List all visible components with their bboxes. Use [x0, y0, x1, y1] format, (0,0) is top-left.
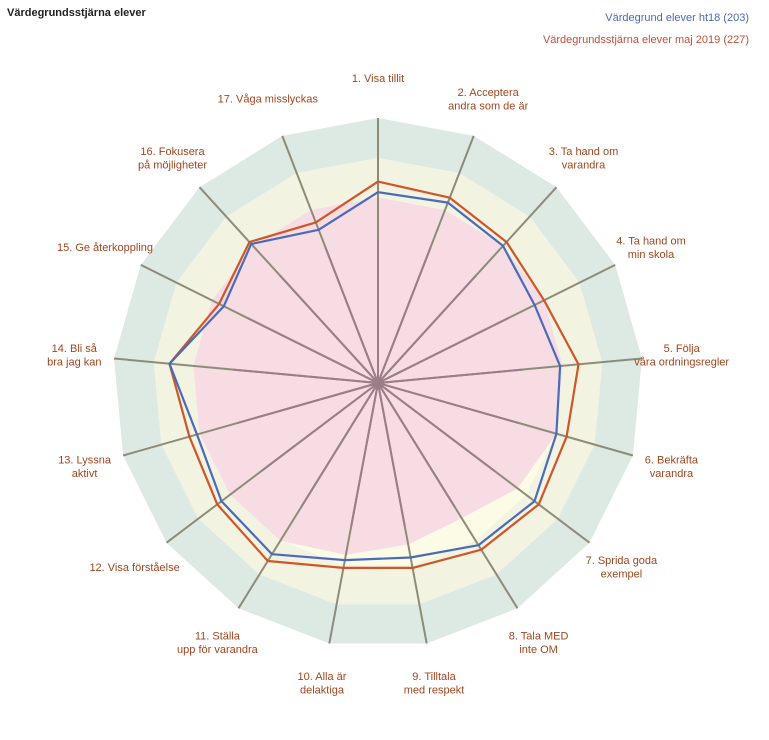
axis-label-line: på möjligheter — [138, 159, 207, 171]
axis-spoke-inner — [350, 382, 379, 527]
series-line-ht18 — [168, 191, 562, 562]
axis-label-line: varandra — [562, 159, 606, 171]
axis-label-line: 10. Alla är — [298, 671, 347, 683]
axis-label-5: 5. Följa våra ordningsregler — [634, 343, 729, 369]
axis-label-line: andra som de är — [448, 100, 528, 112]
axis-spoke-inner — [377, 317, 509, 384]
axis-label-line: 7. Sprida goda — [586, 555, 658, 567]
axis-label-6: 6. Bekräfta varandra — [645, 455, 699, 481]
legend: Värdegrund elever ht18 (203) Värdegrunds… — [543, 7, 749, 51]
axis-spoke-inner — [300, 382, 379, 508]
axis-label-line: med respekt — [404, 685, 465, 697]
axis-label-line: 12. Visa förståelse — [89, 562, 179, 574]
axis-spoke-inner — [377, 274, 477, 384]
axis-label-11: 11. Ställa upp för varandra — [177, 631, 259, 657]
axis-spoke-inner — [247, 317, 379, 384]
chart-title: Värdegrundsstjärna elever — [7, 7, 146, 19]
axis-label-12: 12. Visa förståelse — [89, 562, 179, 574]
axis-spoke-inner — [377, 382, 495, 472]
axis-label-line: min skola — [628, 249, 675, 261]
axis-spoke-inner — [232, 368, 379, 384]
axis-spoke-inner — [377, 382, 406, 527]
axis-label-line: 15. Ge återkoppling — [57, 242, 153, 254]
axis-label-14: 14. Bli så bra jag kan — [47, 343, 101, 369]
axis-spoke-inner — [377, 382, 456, 508]
axis-spoke-inner — [279, 274, 379, 384]
axis-label-line: 11. Ställa — [195, 631, 241, 643]
axis-label-line: 9. Tilltala — [412, 671, 456, 683]
axis-label-line: upp för varandra — [177, 644, 259, 656]
axis-label-1: 1. Visa tillit — [352, 73, 404, 85]
axis-label-line: 4. Ta hand om — [616, 235, 686, 247]
axis-label-3: 3. Ta hand om varandra — [549, 146, 619, 172]
axis-label-line: våra ordningsregler — [634, 357, 729, 369]
axis-spoke-inner — [261, 382, 379, 472]
axis-label-13: 13. Lyssna aktivt — [58, 455, 112, 481]
axis-label-line: 17. Våga misslyckas — [218, 94, 319, 106]
axis-spoke-inner — [377, 368, 524, 384]
axis-label-line: aktivt — [72, 468, 98, 480]
axis-label-15: 15. Ge återkoppling — [57, 242, 153, 254]
legend-item-maj2019[interactable]: Värdegrundsstjärna elever maj 2019 (227) — [542, 34, 749, 46]
axis-spoke-inner — [377, 246, 432, 384]
axis-label-line: delaktiga — [300, 685, 345, 697]
axis-label-line: varandra — [650, 468, 694, 480]
axis-label-line: 6. Bekräfta — [645, 455, 699, 467]
axis-label-line: inte OM — [519, 644, 558, 656]
axis-label-16: 16. Fokusera på möjligheter — [138, 146, 207, 172]
axis-label-line: 2. Acceptera — [458, 87, 520, 99]
axis-label-10: 10. Alla är delaktiga — [298, 671, 347, 697]
axis-label-line: bra jag kan — [47, 357, 101, 369]
axis-label-line: 5. Följa — [664, 343, 701, 355]
axis-label-line: 16. Fokusera — [140, 146, 205, 158]
axis-label-line: 8. Tala MED — [509, 631, 569, 643]
axis-spoke-inner — [377, 382, 519, 424]
axis-label-9: 9. Tilltala med respekt — [404, 671, 465, 697]
axis-label-8: 8. Tala MED inte OM — [509, 631, 569, 657]
axis-spoke-inner — [324, 246, 379, 384]
axis-label-7: 7. Sprida goda exempel — [586, 555, 658, 581]
axis-label-line: 3. Ta hand om — [549, 146, 619, 158]
axis-spoke-inner — [237, 382, 379, 424]
axis-label-line: 14. Bli så — [52, 343, 98, 355]
axis-label-17: 17. Våga misslyckas — [218, 94, 319, 106]
axis-label-line: exempel — [601, 569, 643, 581]
legend-item-ht18[interactable]: Värdegrund elever ht18 (203) — [605, 12, 749, 24]
axis-label-4: 4. Ta hand om min skola — [616, 235, 686, 260]
axis-label-2: 2. Acceptera andra som de är — [448, 87, 528, 113]
axis-label-line: 13. Lyssna — [58, 455, 112, 467]
series-line-maj2019 — [168, 180, 580, 570]
axis-label-line: 1. Visa tillit — [352, 73, 404, 85]
